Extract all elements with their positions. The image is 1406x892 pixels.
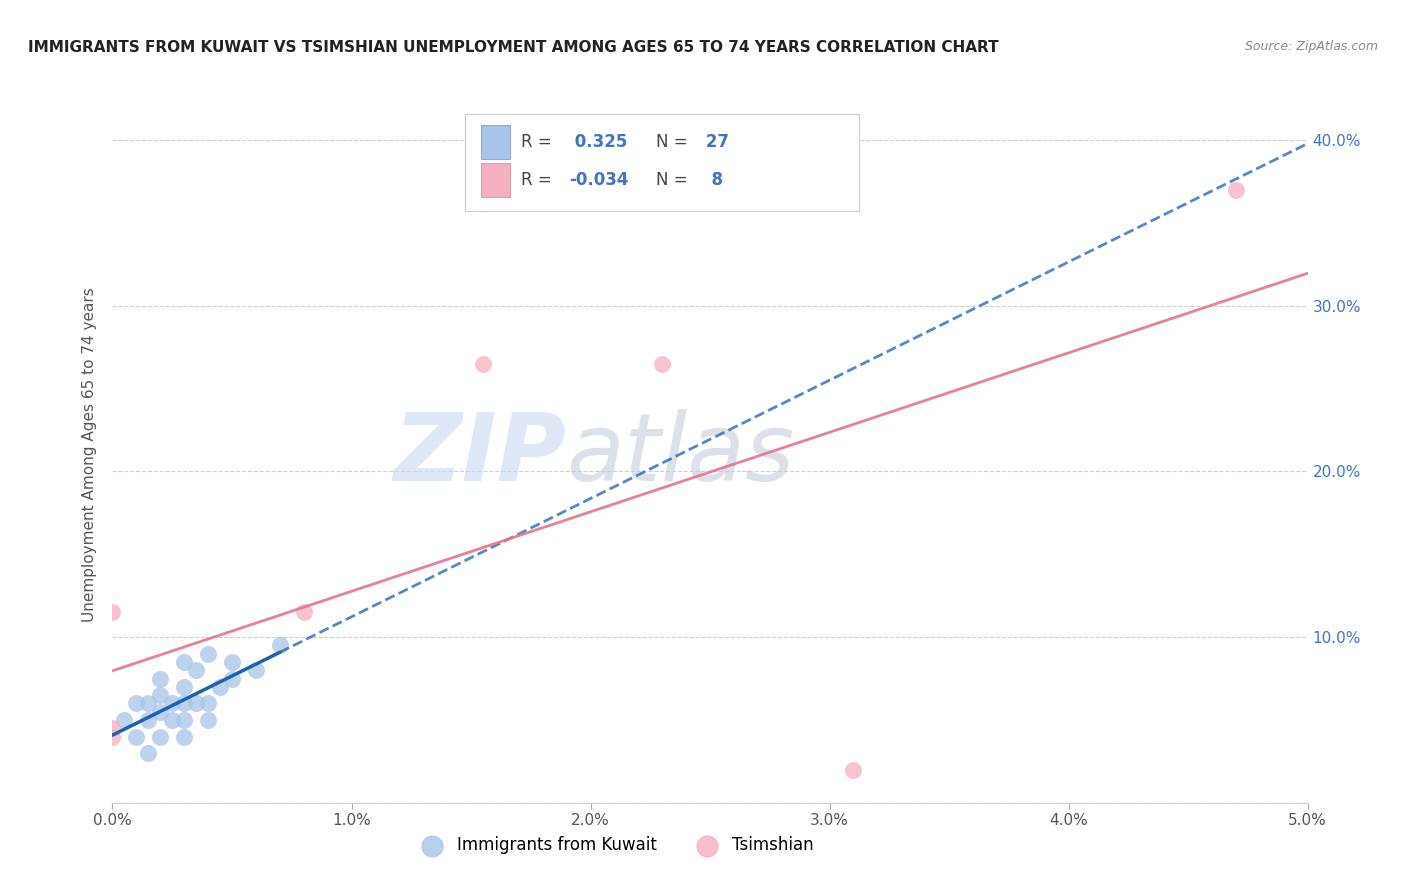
Point: [245, 663, 267, 677]
Point: [842, 763, 865, 777]
Point: [651, 357, 673, 371]
Point: [173, 713, 195, 727]
FancyBboxPatch shape: [465, 114, 859, 211]
Point: [197, 697, 219, 711]
Point: [101, 605, 124, 619]
Point: [138, 746, 160, 760]
Point: [114, 713, 135, 727]
Point: [149, 672, 172, 686]
Point: [269, 639, 291, 653]
Point: [125, 730, 148, 744]
Text: Source: ZipAtlas.com: Source: ZipAtlas.com: [1244, 40, 1378, 54]
Point: [125, 697, 148, 711]
Point: [186, 663, 208, 677]
Text: R =: R =: [522, 171, 553, 189]
Point: [138, 697, 160, 711]
Point: [173, 730, 195, 744]
Text: atlas: atlas: [567, 409, 794, 500]
Point: [173, 655, 195, 669]
Point: [149, 688, 172, 702]
Point: [173, 697, 195, 711]
Point: [209, 680, 232, 694]
Point: [472, 357, 495, 371]
Text: N =: N =: [657, 171, 688, 189]
Point: [149, 705, 172, 719]
Y-axis label: Unemployment Among Ages 65 to 74 years: Unemployment Among Ages 65 to 74 years: [82, 287, 97, 623]
Text: 0.325: 0.325: [569, 133, 627, 151]
Point: [101, 721, 124, 735]
Point: [162, 697, 183, 711]
Point: [149, 730, 172, 744]
Point: [173, 680, 195, 694]
Legend: Immigrants from Kuwait, Tsimshian: Immigrants from Kuwait, Tsimshian: [409, 830, 820, 861]
Point: [186, 697, 208, 711]
Text: 27: 27: [700, 133, 730, 151]
Bar: [481, 125, 510, 159]
Text: N =: N =: [657, 133, 688, 151]
Point: [221, 655, 243, 669]
Text: IMMIGRANTS FROM KUWAIT VS TSIMSHIAN UNEMPLOYMENT AMONG AGES 65 TO 74 YEARS CORRE: IMMIGRANTS FROM KUWAIT VS TSIMSHIAN UNEM…: [28, 40, 998, 55]
Text: -0.034: -0.034: [569, 171, 628, 189]
Point: [1225, 183, 1247, 197]
Point: [138, 713, 160, 727]
Text: 8: 8: [700, 171, 724, 189]
Point: [197, 713, 219, 727]
Point: [101, 730, 124, 744]
Text: ZIP: ZIP: [394, 409, 567, 501]
Text: R =: R =: [522, 133, 553, 151]
Point: [221, 672, 243, 686]
Point: [197, 647, 219, 661]
Point: [162, 713, 183, 727]
Point: [292, 605, 315, 619]
Bar: [481, 163, 510, 197]
